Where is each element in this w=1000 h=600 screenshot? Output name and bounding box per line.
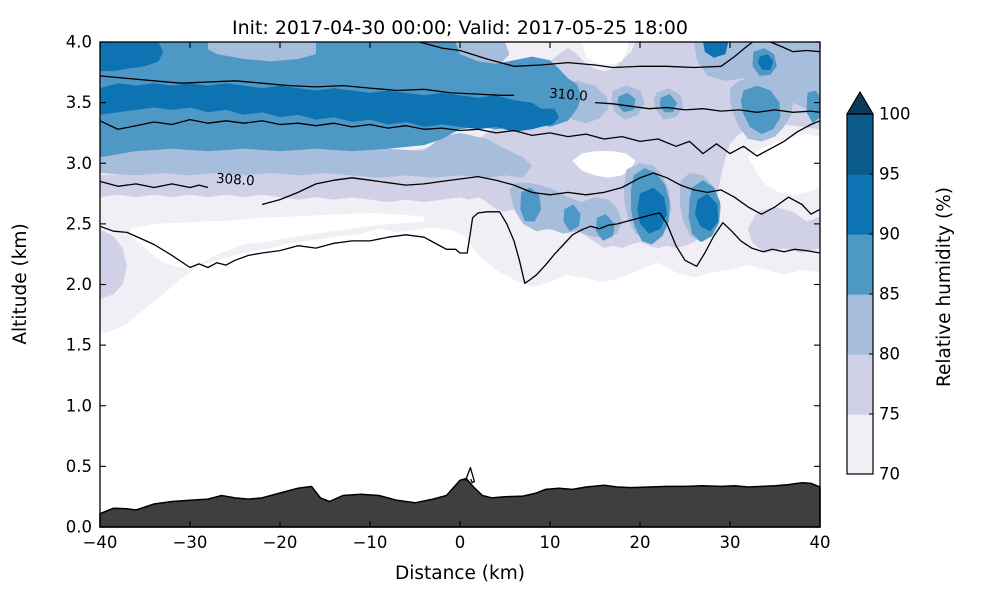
- y-tick-label-6: 3.0: [66, 154, 92, 173]
- rh-fill-layer: [100, 42, 820, 333]
- y-tick-label-7: 3.5: [66, 93, 92, 112]
- theta-contour-line-4-0: [99, 211, 821, 284]
- rh-fill-lt70-5: [572, 151, 636, 178]
- y-tick-label-5: 2.5: [66, 214, 92, 233]
- theta-contour-line-3-0: [99, 180, 209, 189]
- theta-contour-layer: 310.0 308.0: [99, 41, 821, 484]
- x-tick-label-0: −40: [83, 533, 118, 552]
- colorbar-tick-label-85: 85: [879, 285, 900, 304]
- plot-title: Init: 2017-04-30 00:00; Valid: 2017-05-2…: [232, 17, 688, 39]
- theta-contour-line-3-1: [261, 172, 821, 215]
- terrain-layer: [99, 477, 821, 528]
- y-tick-label-0: 0.0: [66, 518, 92, 537]
- colorbar-tick-label-80: 80: [879, 345, 900, 364]
- rh-fill-85-90-24: [595, 214, 615, 241]
- colorbar-tick-label-90: 90: [879, 225, 900, 244]
- contour-label-308.0: 308.0: [215, 171, 255, 190]
- colorbar-segment-85: [847, 234, 873, 295]
- x-tick-label-2: −20: [263, 533, 298, 552]
- x-tick-label-5: 10: [540, 533, 561, 552]
- x-tick-label-7: 30: [720, 533, 741, 552]
- colorbar-tick-label-70: 70: [879, 465, 900, 484]
- theta-contour-line-2-0: [99, 118, 821, 157]
- colorbar-tick-label-95: 95: [879, 165, 900, 184]
- x-tick-label-8: 40: [810, 533, 831, 552]
- axes-ticks: [99, 41, 821, 528]
- rh-fill-90-95-31: [100, 42, 163, 72]
- rh-fill-85-90-23: [563, 204, 581, 232]
- rh-fill-lt70-6: [748, 134, 820, 195]
- colorbar-segment-95: [847, 114, 873, 175]
- rh-fill-85-90-20: [617, 92, 636, 113]
- rh-fill-85-90-29: [806, 90, 820, 124]
- y-tick-label-2: 1.0: [66, 396, 92, 415]
- colorbar-segment-90: [847, 174, 873, 235]
- axes-tick-labels: −40 −30 −20 −10 0 10 20 30 40 0.0 0.5 1.0 1.5 2.0 2.5 3…: [66, 33, 831, 553]
- theta-contour-line-5-0: [464, 466, 476, 484]
- x-axis-label: Distance (km): [395, 563, 525, 584]
- colorbar: 70 75 80 85 90 95 100: [845, 90, 911, 484]
- rh-fill-90-95-32: [703, 42, 729, 58]
- y-tick-label-4: 2.0: [66, 275, 92, 294]
- colorbar-label: Relative humidity (%): [934, 187, 955, 387]
- x-tick-label-4: 0: [455, 533, 466, 552]
- theta-contour-line-1-1: [594, 101, 821, 113]
- rh-fill-75-80-1: [100, 229, 127, 300]
- x-tick-label-6: 20: [630, 533, 651, 552]
- y-tick-label-1: 0.5: [66, 457, 92, 476]
- rh-fill-85-90-22: [520, 187, 541, 222]
- colorbar-tick-label-100: 100: [879, 105, 911, 124]
- colorbar-extend-arrow: [845, 90, 875, 115]
- rh-fill-90-95-35: [694, 193, 719, 232]
- colorbar-segment-75: [847, 354, 873, 415]
- y-tick-label-8: 4.0: [66, 33, 92, 52]
- rh-fill-75-80-3: [748, 206, 820, 253]
- x-tick-label-3: −10: [353, 533, 388, 552]
- y-axis-label: Altitude (km): [10, 223, 31, 344]
- theta-contour-line-1-0: [99, 75, 514, 96]
- x-tick-label-1: −30: [173, 533, 208, 552]
- theta-contour-line-0-1: [770, 41, 821, 53]
- rh-fill-lt70-7: [581, 42, 629, 65]
- rh-fill-90-95-34: [637, 187, 667, 234]
- terrain-profile: [99, 477, 821, 528]
- y-tick-label-3: 1.5: [66, 336, 92, 355]
- contour-label-310.0: 310.0: [548, 85, 588, 104]
- theta-contour-line-0-0: [419, 41, 753, 69]
- rh-fill-85-90-27: [740, 85, 781, 135]
- colorbar-tick-label-75: 75: [879, 405, 900, 424]
- rh-fill-90-95-33: [757, 54, 774, 70]
- rh-fill-80-85-13: [694, 42, 820, 109]
- rh-fill-80-85-19: [208, 42, 316, 62]
- rh-fill-90-95-30: [100, 83, 559, 132]
- colorbar-segment-80: [847, 294, 873, 355]
- rh-fill-lt70-4: [128, 213, 425, 270]
- colorbar-segment-70: [847, 414, 873, 475]
